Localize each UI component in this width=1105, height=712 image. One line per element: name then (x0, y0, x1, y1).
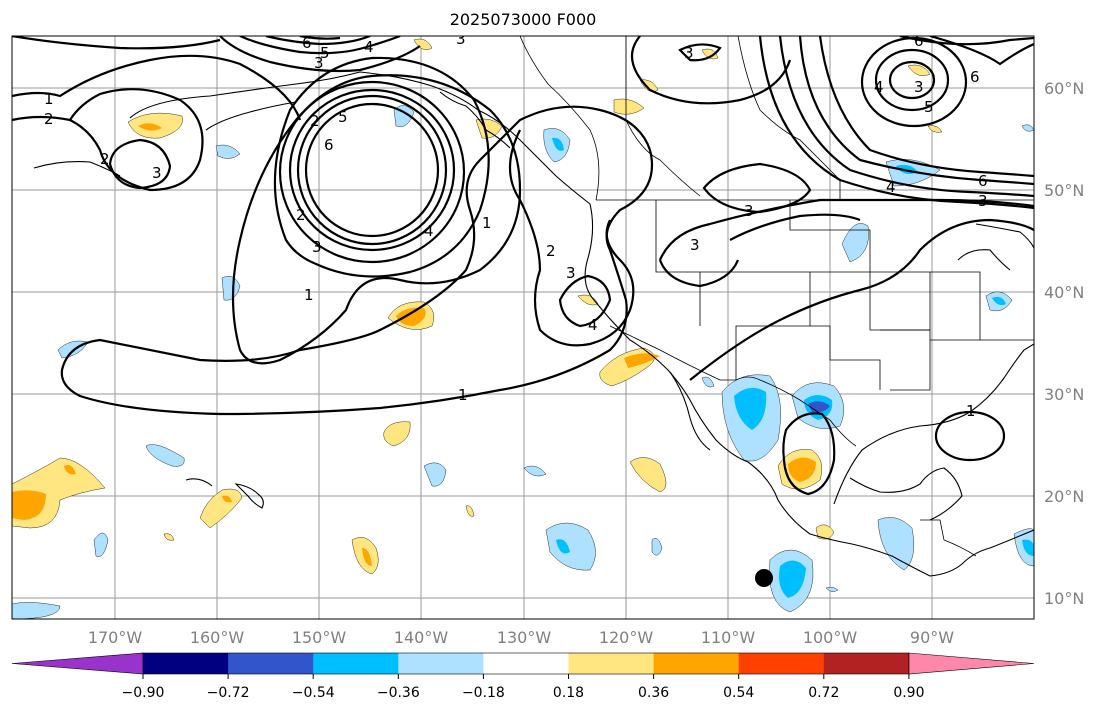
colorbar-segment (823, 653, 910, 674)
contour-label: 3 (312, 238, 322, 256)
colorbar-tick-label: 0.36 (638, 685, 669, 701)
contour-label: 5 (320, 44, 330, 62)
lat-tick-label: 10°N (1044, 589, 1084, 608)
contour-label: 4 (886, 178, 896, 196)
shaded-field (12, 38, 1034, 619)
colorbar-extend-left (11, 652, 144, 675)
lat-tick-label: 60°N (1044, 79, 1084, 98)
contour-label: 1 (458, 386, 468, 404)
colorbar-tick-label: 0.54 (723, 685, 754, 701)
lon-tick-label: 140°W (394, 628, 449, 647)
colorbar-segment (483, 653, 569, 674)
contour-label: 3 (978, 192, 988, 210)
latitude-ticks: 60°N 50°N 40°N 30°N 20°N 10°N (1044, 79, 1084, 608)
colorbar-segment (228, 653, 314, 674)
colorbar-extend-right (908, 652, 1035, 675)
colorbar-tick-label: −0.90 (122, 685, 165, 701)
colorbar-tick-label: 0.18 (553, 685, 584, 701)
lon-tick-label: 120°W (599, 628, 654, 647)
contour-label: 4 (874, 78, 884, 96)
contour-label: 6 (978, 172, 988, 190)
contour-labels: 1 2 3 2 6 5 4 3 3 2 5 6 4 3 2 1 1 2 3 4 … (44, 30, 988, 420)
lon-tick-label: 160°W (190, 628, 245, 647)
contour-label: 1 (304, 286, 314, 304)
contour-label: 3 (690, 236, 700, 254)
colorbar-segment (653, 653, 740, 674)
colorbar-tick-label: −0.36 (377, 685, 420, 701)
longitude-ticks: 170°W 160°W 150°W 140°W 130°W 120°W 110°… (88, 628, 954, 647)
lon-tick-label: 110°W (701, 628, 756, 647)
contour-label: 3 (914, 78, 924, 96)
colorbar-segment (398, 653, 484, 674)
storm-center-marker (755, 569, 773, 587)
contour-label: 6 (970, 68, 980, 86)
colorbar-segment (313, 653, 399, 674)
lon-tick-label: 150°W (292, 628, 347, 647)
colorbar-tick-label: −0.18 (462, 685, 505, 701)
colorbar-tick-label: −0.72 (207, 685, 250, 701)
contour-label: 2 (546, 242, 556, 260)
colorbar-tick-label: −0.54 (292, 685, 335, 701)
colorbar-segment (738, 653, 825, 674)
contours (12, 36, 1034, 496)
contour-label: 4 (588, 316, 598, 334)
contour-label: 3 (152, 164, 162, 182)
lat-tick-label: 30°N (1044, 385, 1084, 404)
contour-label: 2 (44, 110, 54, 128)
lon-tick-label: 130°W (497, 628, 552, 647)
contour-label: 3 (566, 264, 576, 282)
contour-label: 6 (324, 136, 334, 154)
contour-label: 3 (744, 202, 754, 220)
colorbar: −0.90 −0.72 −0.54 −0.36 −0.18 0.18 0.36 0.54 0.7… (11, 652, 1035, 701)
contour-label: 1 (482, 214, 492, 232)
contour-label: 2 (310, 112, 320, 130)
map-border (11, 35, 1035, 620)
contour-label: 1 (44, 90, 54, 108)
contour-label: 6 (302, 34, 312, 52)
lat-tick-label: 20°N (1044, 487, 1084, 506)
contour-label: 1 (966, 402, 976, 420)
contour-label: 3 (314, 54, 324, 72)
colorbar-tick-label: 0.72 (808, 685, 839, 701)
colorbar-tick-label: 0.90 (893, 685, 924, 701)
map-frame (12, 36, 1034, 619)
contour-label: 4 (424, 222, 434, 240)
lon-tick-label: 90°W (910, 628, 954, 647)
contour-label: 6 (914, 32, 924, 50)
contour-label: 4 (364, 38, 374, 56)
contour-label: 3 (456, 30, 466, 48)
graticule (12, 36, 1034, 619)
lat-tick-label: 40°N (1044, 283, 1084, 302)
contour-label: 2 (100, 150, 110, 168)
colorbar-outline (142, 652, 910, 675)
contour-label: 2 (296, 206, 306, 224)
contour-label: 3 (684, 44, 694, 62)
lon-tick-label: 170°W (88, 628, 143, 647)
lon-tick-label: 100°W (803, 628, 858, 647)
lat-tick-label: 50°N (1044, 181, 1084, 200)
contour-label: 5 (338, 108, 348, 126)
colorbar-segment (143, 653, 229, 674)
colorbar-segment (568, 653, 655, 674)
map-title: 2025073000 F000 (449, 10, 597, 29)
contour-label: 5 (924, 98, 934, 116)
